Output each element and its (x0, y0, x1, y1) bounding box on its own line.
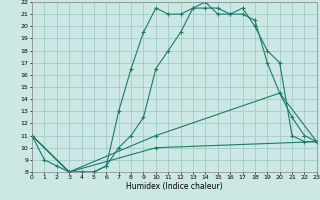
X-axis label: Humidex (Indice chaleur): Humidex (Indice chaleur) (126, 182, 223, 191)
